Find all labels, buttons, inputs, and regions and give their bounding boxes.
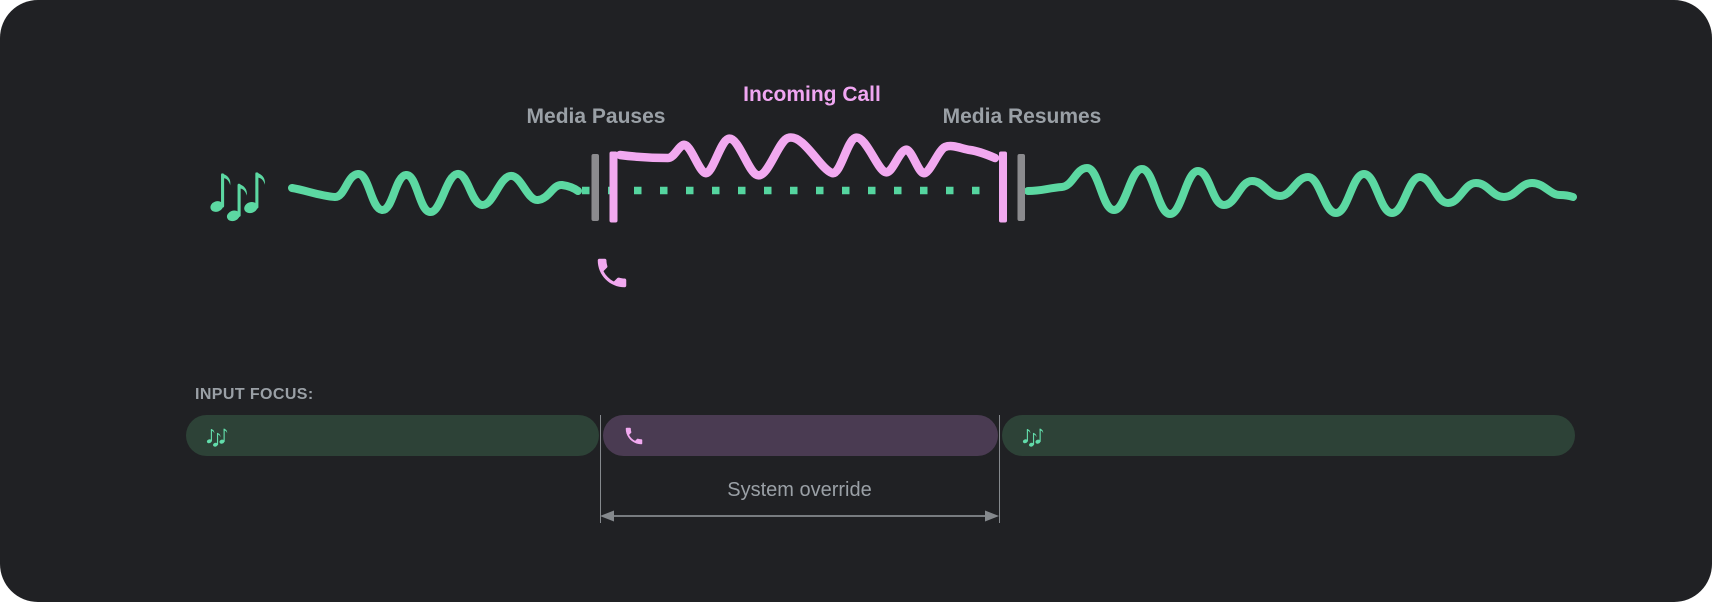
phone-icon	[623, 425, 645, 447]
music-notes-icon	[1022, 424, 1045, 447]
media-resume-marker-pink	[999, 151, 1007, 223]
focus-bar-media-after	[1002, 415, 1575, 456]
media-pause-marker-gray	[591, 154, 599, 221]
input-focus-heading: INPUT FOCUS:	[195, 386, 314, 403]
arrow-right-head	[985, 510, 999, 522]
focus-bar-media-before	[186, 415, 599, 456]
media-waveform-after	[1024, 163, 1577, 219]
media-resume-marker-gray	[1017, 154, 1025, 221]
media-pause-marker-pink	[609, 151, 618, 223]
system-override-arrow	[600, 510, 999, 522]
override-guide-line-left	[599, 415, 601, 523]
focus-bar-call	[603, 415, 998, 456]
override-guide-line-right	[998, 415, 1000, 523]
media-waveform-before	[288, 170, 582, 216]
music-notes-icon	[206, 424, 229, 447]
media-pauses-label: Media Pauses	[526, 105, 666, 128]
phone-icon	[597, 258, 627, 288]
music-notes-icon	[208, 172, 266, 222]
media-resumes-label: Media Resumes	[942, 105, 1102, 128]
system-override-label: System override	[727, 479, 872, 501]
incoming-call-label: Incoming Call	[743, 83, 881, 106]
incoming-call-waveform	[615, 133, 1000, 180]
arrow-left-head	[600, 510, 614, 522]
